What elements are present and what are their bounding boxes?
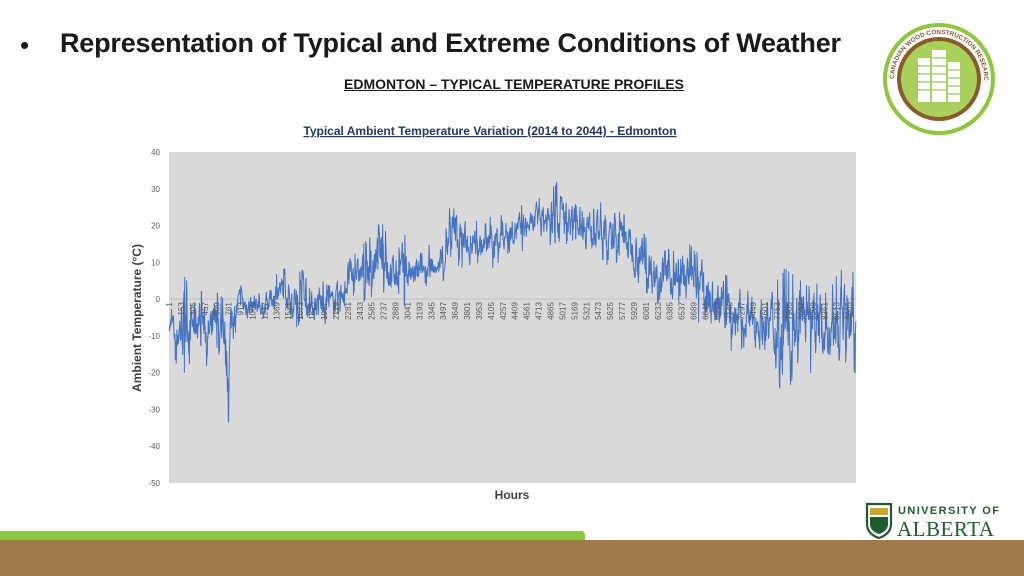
x-tick-label: 3193 [415, 302, 424, 320]
x-tick-label: 4865 [547, 302, 556, 320]
x-tick-label: 5321 [582, 302, 591, 320]
x-tick-label: 5777 [618, 302, 627, 320]
x-tick-label: 2889 [392, 302, 401, 320]
x-tick-label: 2129 [332, 302, 341, 320]
x-tick-label: 7297 [737, 302, 746, 320]
x-tick-label: 6537 [678, 302, 687, 320]
y-tick-label: 40 [151, 148, 160, 157]
x-tick-label: 8513 [833, 302, 842, 320]
x-tick-label: 1 [165, 302, 174, 307]
x-tick-label: 7905 [785, 302, 794, 320]
x-tick-label: 7145 [725, 302, 734, 320]
x-tick-label: 6689 [690, 302, 699, 320]
x-tick-label: 4713 [535, 302, 544, 320]
x-tick-label: 4561 [523, 302, 532, 320]
series-line-ambient-temperature [168, 181, 857, 423]
x-tick-label: 457 [201, 302, 210, 316]
x-tick-label: 7753 [773, 302, 782, 320]
x-tick-label: 761 [225, 302, 234, 316]
x-tick-label: 6993 [713, 302, 722, 320]
y-tick-label: -40 [148, 442, 160, 451]
footer-band [0, 540, 1024, 576]
cwc-network-logo: CANADIAN WOOD CONSTRUCTION RESEARCH NETW… [882, 22, 995, 135]
x-tick-label: 5169 [570, 302, 579, 320]
x-tick-label: 2433 [356, 302, 365, 320]
y-tick-label: 20 [151, 222, 160, 231]
bullet: • [20, 30, 30, 60]
y-tick-label: 30 [151, 185, 160, 194]
x-tick-label: 6081 [642, 302, 651, 320]
x-tick-label: 5929 [630, 302, 639, 320]
footer-accent-bar [0, 531, 585, 540]
x-tick-label: 305 [189, 302, 198, 316]
ua-logo-line1: UNIVERSITY OF [898, 505, 1000, 517]
x-tick-label: 3497 [439, 302, 448, 320]
y-axis-label: Ambient Temperature (°C) [130, 244, 144, 392]
subheading-text: EDMONTON – TYPICAL TEMPERATURE PROFILES [344, 76, 684, 92]
x-tick-label: 913 [237, 302, 246, 316]
x-tick-label: 1825 [308, 302, 317, 320]
ua-logo-line2: ALBERTA [897, 517, 995, 540]
x-tick-label: 1673 [296, 302, 305, 320]
slide-heading: Representation of Typical and Extreme Co… [60, 28, 841, 58]
x-tick-label: 7601 [761, 302, 770, 320]
x-tick-label: 6385 [666, 302, 675, 320]
x-tick-label: 4257 [499, 302, 508, 320]
x-tick-label: 153 [177, 302, 186, 316]
y-tick-label: 10 [151, 258, 160, 267]
x-tick-label: 2585 [368, 302, 377, 320]
x-tick-label: 1369 [272, 302, 281, 320]
x-tick-label: 609 [213, 302, 222, 316]
x-axis-label: Hours [495, 488, 530, 502]
y-tick-label: -20 [148, 369, 160, 378]
x-tick-label: 8209 [809, 302, 818, 320]
y-tick-label: -30 [148, 405, 160, 414]
x-tick-label: 1521 [284, 302, 293, 320]
x-tick-label: 1977 [320, 302, 329, 320]
x-tick-label: 8361 [821, 302, 830, 320]
x-tick-label: 8057 [797, 302, 806, 320]
x-tick-label: 5473 [594, 302, 603, 320]
x-tick-label: 5625 [606, 302, 615, 320]
y-tick-label: -50 [148, 479, 160, 488]
x-tick-label: 2281 [344, 302, 353, 320]
x-tick-label: 8665 [845, 302, 854, 320]
x-tick-label: 3345 [427, 302, 436, 320]
x-tick-label: 2737 [380, 302, 389, 320]
x-tick-label: 1217 [260, 302, 269, 320]
x-tick-label: 3041 [403, 302, 412, 320]
x-tick-label: 6841 [701, 302, 710, 320]
y-tick-label: -10 [148, 332, 160, 341]
x-tick-label: 3801 [463, 302, 472, 320]
x-tick-label: 4409 [511, 302, 520, 320]
slide-subheading: EDMONTON – TYPICAL TEMPERATURE PROFILES [0, 76, 1024, 92]
x-tick-label: 3649 [451, 302, 460, 320]
x-tick-label: 5017 [558, 302, 567, 320]
chart-title: Typical Ambient Temperature Variation (2… [303, 124, 676, 138]
x-tick-label: 7449 [749, 302, 758, 320]
x-tick-label: 1065 [248, 302, 257, 320]
y-tick-label: 0 [156, 295, 161, 304]
x-tick-label: 6233 [654, 302, 663, 320]
x-tick-label: 4105 [487, 302, 496, 320]
x-tick-label: 3953 [475, 302, 484, 320]
university-of-alberta-logo: UNIVERSITY OF ALBERTA [865, 502, 1000, 540]
